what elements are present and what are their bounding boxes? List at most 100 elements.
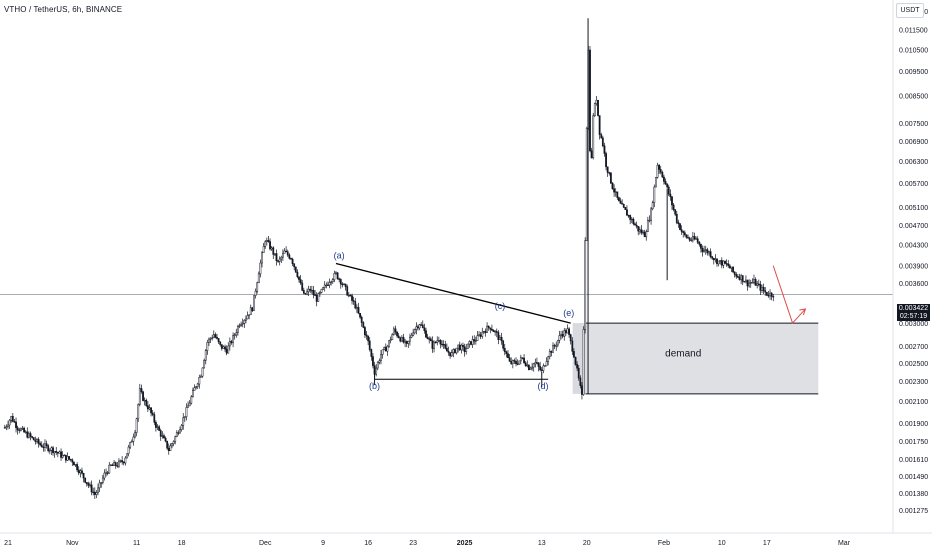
candle-body xyxy=(188,402,191,407)
candle-body xyxy=(740,275,743,280)
candle-body xyxy=(767,294,770,297)
candle-body xyxy=(605,153,607,168)
candle-body xyxy=(735,274,738,277)
candle-body xyxy=(397,335,400,338)
candle-body xyxy=(645,231,648,238)
candle-body xyxy=(547,356,550,362)
projection-arrow-head xyxy=(799,308,807,316)
candle-body xyxy=(539,366,542,371)
candle-body xyxy=(11,416,14,422)
zones: demand xyxy=(572,322,819,395)
candle-body xyxy=(769,292,771,297)
candle-body xyxy=(23,427,25,433)
candle-body xyxy=(10,416,13,421)
candle-body xyxy=(82,472,85,479)
currency-selector[interactable]: USDT xyxy=(896,3,924,18)
candle-body xyxy=(100,482,103,484)
candle-body xyxy=(656,164,659,178)
symbol-title[interactable]: VTHO / TetherUS, 6h, BINANCE xyxy=(4,5,123,14)
price-axis[interactable]: 0.0125000.0115000.0105000.0095000.008500… xyxy=(899,9,928,515)
candle-body xyxy=(95,492,98,495)
candle-body xyxy=(629,215,632,220)
candle-body xyxy=(460,344,463,351)
candle-body xyxy=(265,240,268,242)
candle-body xyxy=(204,350,207,361)
candle-body xyxy=(135,418,138,433)
candle-body xyxy=(462,344,464,347)
candle-body xyxy=(121,460,124,463)
candle-body xyxy=(471,339,474,345)
candle-body xyxy=(97,487,99,493)
candle-body xyxy=(301,282,304,291)
candle-body xyxy=(409,336,411,342)
candle-body xyxy=(182,417,185,426)
candle-body xyxy=(595,99,598,104)
candle-body xyxy=(214,334,217,338)
price-tick-label: 0.003600 xyxy=(899,281,928,288)
candle-body xyxy=(672,204,675,210)
candle-body xyxy=(733,271,736,275)
price-tick-label: 0.002300 xyxy=(899,379,928,386)
candle-body xyxy=(671,196,673,206)
candle-body xyxy=(161,435,164,437)
candle-body xyxy=(457,344,460,349)
current-price-value: 0.003422 xyxy=(898,305,929,312)
candle-body xyxy=(294,266,297,273)
candle-body xyxy=(400,337,403,342)
annotations: (a) (b) (c) (d) (e) xyxy=(334,251,807,391)
candle-body xyxy=(56,452,59,454)
candle-body xyxy=(725,263,728,265)
candle-body xyxy=(712,258,715,261)
candle-body xyxy=(362,322,365,328)
candle-body xyxy=(442,344,445,346)
price-tick-label: 0.001750 xyxy=(899,439,928,446)
candle-body xyxy=(105,472,107,474)
candle-body xyxy=(677,222,680,224)
candle-body xyxy=(119,460,122,462)
candle-body xyxy=(540,369,543,371)
candle-body xyxy=(364,327,366,336)
candle-body xyxy=(87,483,90,486)
candle-body xyxy=(296,271,299,278)
candle-body xyxy=(614,191,617,193)
candle-body xyxy=(589,49,591,152)
candle-body xyxy=(523,357,525,363)
candle-body xyxy=(655,177,657,188)
price-tick-label: 0.007500 xyxy=(899,121,928,128)
candle-body xyxy=(201,367,204,377)
candle-body xyxy=(556,340,559,346)
candle-body xyxy=(372,356,374,366)
candle-body xyxy=(200,375,202,378)
candle-body xyxy=(497,332,500,340)
candle-body xyxy=(759,284,762,291)
candle-body xyxy=(402,337,405,343)
candle-body xyxy=(552,345,554,353)
candle-body xyxy=(597,99,599,116)
candle-body xyxy=(682,231,685,233)
candle-body xyxy=(515,361,517,364)
candle-body xyxy=(531,366,534,369)
candle-body xyxy=(410,335,413,338)
candle-body xyxy=(653,186,656,203)
candle-body xyxy=(40,444,43,448)
candle-body xyxy=(187,405,189,408)
candle-body xyxy=(751,282,754,284)
candle-body xyxy=(330,281,333,283)
candle-body xyxy=(658,164,661,170)
candle-body xyxy=(180,425,183,430)
candle-body xyxy=(663,176,665,182)
candle-body xyxy=(601,137,604,147)
price-tick-label: 0.008500 xyxy=(899,93,928,100)
time-axis[interactable]: 21 Nov 11 18 Dec 9 16 23 2025 13 20 Feb 10 17 Mar xyxy=(4,540,851,547)
candle-body xyxy=(174,436,177,442)
candle-body xyxy=(704,249,707,251)
price-tick-label: 0.005100 xyxy=(899,205,928,212)
candle-body xyxy=(392,328,395,335)
candle-body xyxy=(44,443,46,448)
candle-body xyxy=(590,150,593,159)
candle-body xyxy=(688,237,691,241)
candle-body xyxy=(245,318,247,321)
candle-body xyxy=(534,362,537,365)
candle-body xyxy=(164,437,167,442)
